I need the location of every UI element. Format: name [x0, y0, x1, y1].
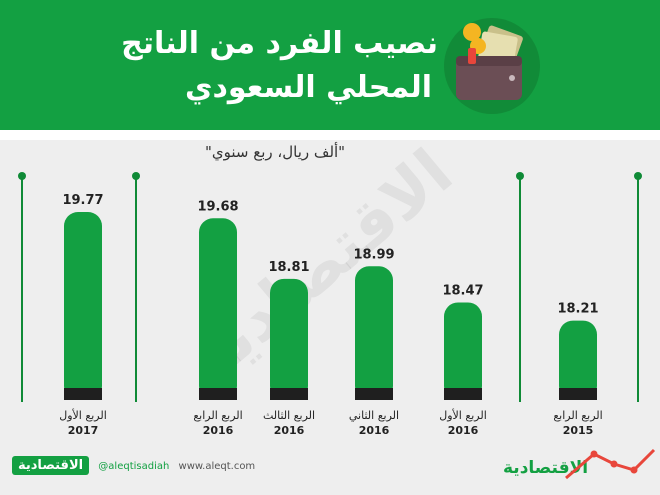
bar-base: [444, 388, 482, 400]
tick-label: الربع الرابع: [553, 409, 602, 422]
bar: [199, 218, 237, 400]
tick-label: الربع الأول: [439, 408, 487, 422]
bar: [444, 302, 482, 400]
footer-brand-right: الاقتصادية: [503, 458, 589, 478]
tick-label: الربع الثالث: [263, 409, 315, 422]
tick-label: الربع الثاني: [349, 409, 399, 422]
unit-label: "ألف ريال، ربع سنوي": [205, 143, 346, 161]
bar: [270, 278, 308, 400]
footer-site-link[interactable]: www.aleqt.com: [178, 461, 256, 472]
bar: [355, 266, 393, 400]
data-label: 18.21: [557, 302, 598, 317]
footer-social-handle[interactable]: @aleqtisadiah: [98, 461, 170, 472]
header-divider: [0, 130, 660, 140]
title-line-2: المحلي السعودي: [184, 70, 432, 105]
group-divider-dot: [18, 172, 26, 180]
data-label: 19.68: [197, 199, 238, 214]
tick-label-year: 2016: [274, 424, 305, 437]
footer-brand-logo: الاقتصادية: [12, 456, 90, 475]
data-label: 18.99: [353, 247, 394, 262]
bar-base: [355, 388, 393, 400]
group-divider-dot: [132, 172, 140, 180]
tick-label-year: 2015: [563, 424, 594, 437]
footer-credits: الاقتصادية @aleqtisadiah www.aleqt.com: [12, 456, 256, 475]
header-band: [0, 0, 660, 132]
tick-label-year: 2016: [448, 424, 479, 437]
group-divider-dot: [516, 172, 524, 180]
tick-label: الربع الرابع: [193, 409, 242, 422]
bar-base: [270, 388, 308, 400]
wallet-icon: [456, 23, 523, 100]
data-label: 19.77: [62, 193, 103, 208]
bar-base: [64, 388, 102, 400]
bar-base: [559, 388, 597, 400]
tick-label-year: 2016: [359, 424, 390, 437]
tick-label-year: 2017: [68, 424, 99, 437]
group-divider-dot: [634, 172, 642, 180]
data-label: 18.47: [442, 283, 483, 298]
tick-label-year: 2016: [203, 424, 234, 437]
bar: [64, 212, 102, 400]
wallet-badge: [444, 18, 540, 114]
bar-base: [199, 388, 237, 400]
title-line-1: نصيب الفرد من الناتج: [121, 26, 438, 61]
bar: [559, 320, 597, 400]
trend-line-icon: [565, 448, 656, 480]
data-label: 18.81: [268, 260, 309, 275]
tick-label: الربع الأول: [59, 408, 107, 422]
